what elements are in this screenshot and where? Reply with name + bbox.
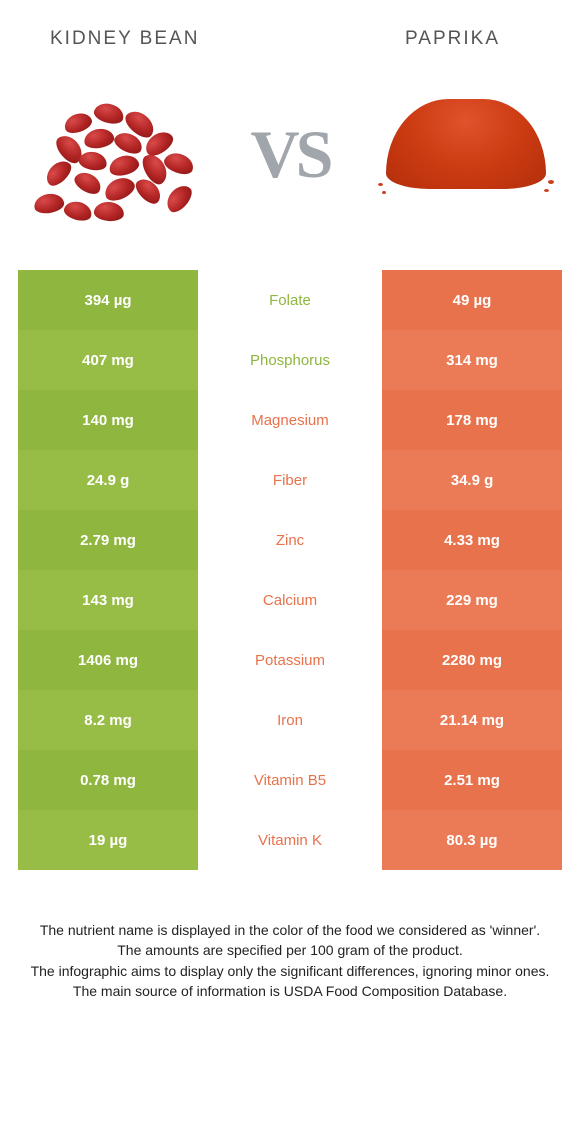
right-value: 229 mg (382, 570, 562, 630)
footer-line: The infographic aims to display only the… (24, 961, 556, 981)
footer-notes: The nutrient name is displayed in the co… (0, 870, 580, 1001)
right-value: 4.33 mg (382, 510, 562, 570)
hero-section: VS (0, 50, 580, 270)
footer-line: The amounts are specified per 100 gram o… (24, 940, 556, 960)
left-value: 2.79 mg (18, 510, 198, 570)
table-row: 2.79 mgZinc4.33 mg (18, 510, 562, 570)
table-row: 143 mgCalcium229 mg (18, 570, 562, 630)
nutrient-name: Magnesium (198, 390, 382, 450)
right-value: 34.9 g (382, 450, 562, 510)
header: KIDNEY BEAN PAPRIKA (0, 0, 580, 50)
nutrient-name: Vitamin B5 (198, 750, 382, 810)
right-value: 21.14 mg (382, 690, 562, 750)
paprika-image (376, 74, 556, 234)
nutrient-name: Folate (198, 270, 382, 330)
left-value: 0.78 mg (18, 750, 198, 810)
table-row: 19 µgVitamin K80.3 µg (18, 810, 562, 870)
table-row: 140 mgMagnesium178 mg (18, 390, 562, 450)
right-value: 2.51 mg (382, 750, 562, 810)
left-value: 143 mg (18, 570, 198, 630)
right-value: 314 mg (382, 330, 562, 390)
left-value: 394 µg (18, 270, 198, 330)
footer-line: The main source of information is USDA F… (24, 981, 556, 1001)
table-row: 0.78 mgVitamin B52.51 mg (18, 750, 562, 810)
right-value: 80.3 µg (382, 810, 562, 870)
nutrient-name: Potassium (198, 630, 382, 690)
right-food-title: PAPRIKA (405, 28, 500, 50)
right-value: 49 µg (382, 270, 562, 330)
vs-label: VS (251, 115, 330, 194)
left-value: 8.2 mg (18, 690, 198, 750)
nutrient-name: Iron (198, 690, 382, 750)
table-row: 24.9 gFiber34.9 g (18, 450, 562, 510)
left-value: 1406 mg (18, 630, 198, 690)
comparison-table: 394 µgFolate49 µg407 mgPhosphorus314 mg1… (0, 270, 580, 870)
nutrient-name: Vitamin K (198, 810, 382, 870)
nutrient-name: Phosphorus (198, 330, 382, 390)
kidney-bean-image (24, 74, 204, 234)
nutrient-name: Calcium (198, 570, 382, 630)
table-row: 407 mgPhosphorus314 mg (18, 330, 562, 390)
table-row: 394 µgFolate49 µg (18, 270, 562, 330)
footer-line: The nutrient name is displayed in the co… (24, 920, 556, 940)
nutrient-name: Zinc (198, 510, 382, 570)
left-food-title: KIDNEY BEAN (50, 28, 199, 50)
left-value: 140 mg (18, 390, 198, 450)
left-value: 407 mg (18, 330, 198, 390)
table-row: 8.2 mgIron21.14 mg (18, 690, 562, 750)
right-value: 178 mg (382, 390, 562, 450)
nutrient-name: Fiber (198, 450, 382, 510)
table-row: 1406 mgPotassium2280 mg (18, 630, 562, 690)
right-value: 2280 mg (382, 630, 562, 690)
left-value: 19 µg (18, 810, 198, 870)
left-value: 24.9 g (18, 450, 198, 510)
